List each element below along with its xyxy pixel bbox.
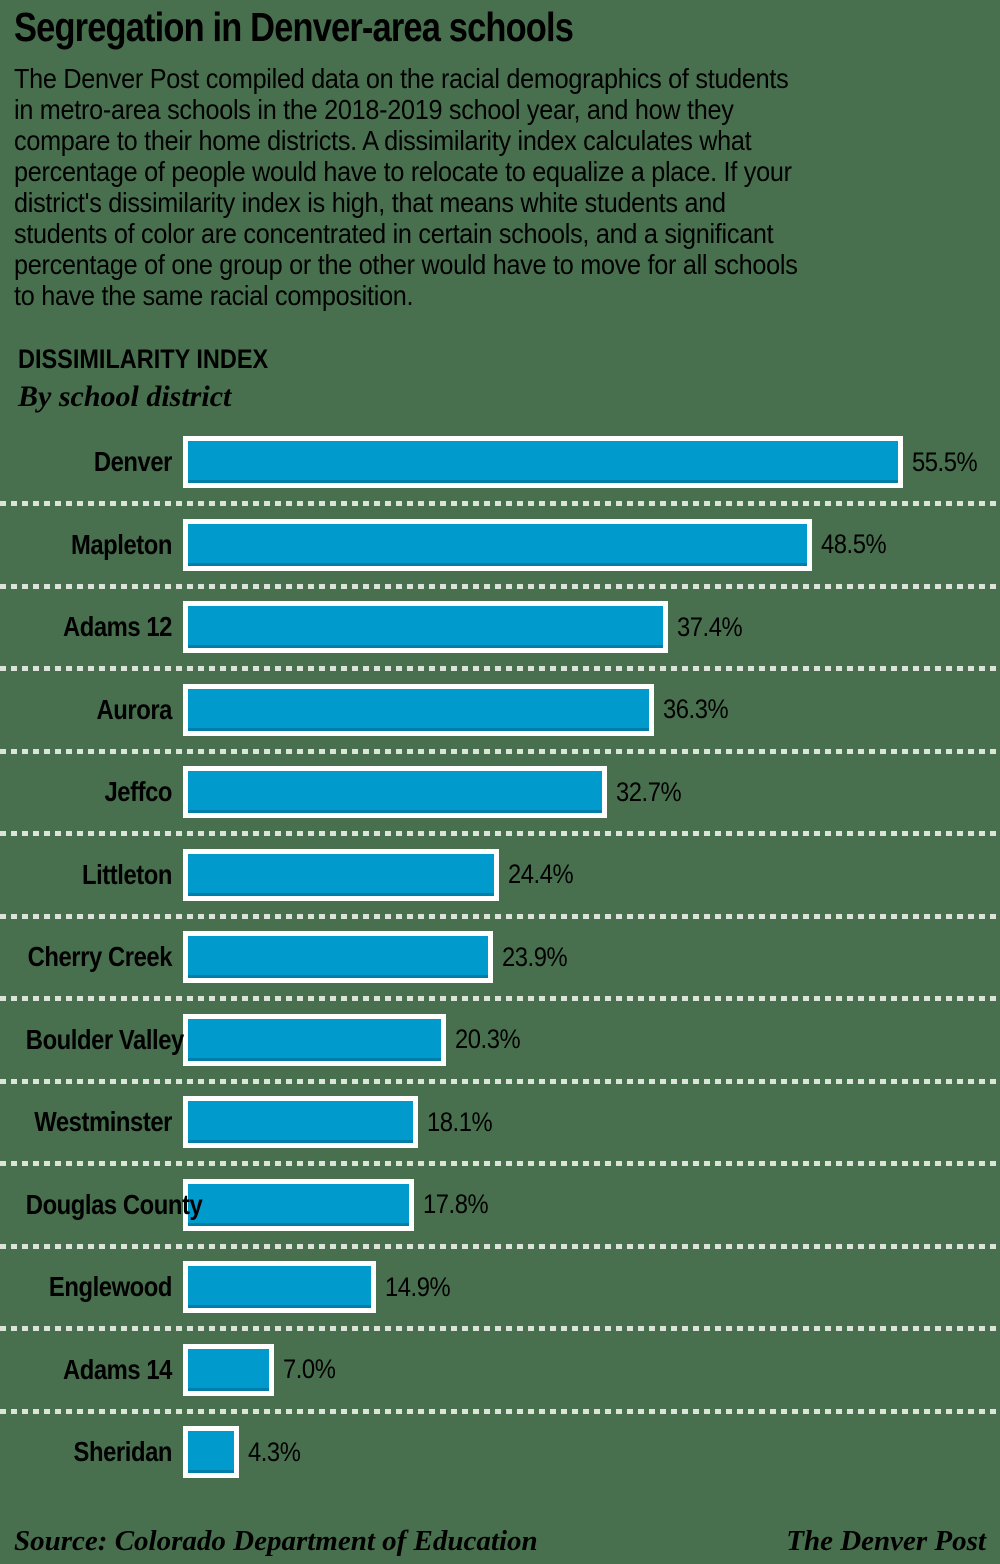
value-label: 55.5%: [912, 446, 978, 477]
value-label: 36.3%: [663, 694, 729, 725]
district-label: Mapleton: [70, 528, 172, 560]
district-label: Cherry Creek: [27, 941, 173, 973]
bar: [183, 1178, 414, 1231]
chart-row: Westminster 18.1%: [0, 1078, 1000, 1164]
bar: [183, 1261, 376, 1314]
bar: [183, 1343, 274, 1396]
district-label: Boulder Valley: [25, 1023, 184, 1055]
value-label: 4.3%: [248, 1436, 301, 1467]
district-label: Adams 14: [62, 1353, 172, 1385]
intro-text: The Denver Post compiled data on the rac…: [14, 63, 798, 311]
bar: [183, 1426, 239, 1479]
chart-row: Aurora 36.3%: [0, 666, 1000, 752]
page-title: Segregation in Denver-area schools: [14, 4, 574, 50]
district-label: Englewood: [48, 1271, 173, 1303]
value-label: 48.5%: [821, 529, 887, 560]
chart-row: Mapleton 48.5%: [0, 501, 1000, 587]
value-label: 14.9%: [385, 1271, 451, 1302]
infographic: Segregation in Denver-area schools The D…: [0, 4, 1000, 1564]
chart-subtitle: By school district: [18, 380, 232, 413]
bar: [183, 683, 654, 736]
value-label: 20.3%: [455, 1024, 521, 1055]
bar: [183, 848, 499, 901]
bar: [183, 766, 607, 819]
district-label: Sheridan: [73, 1436, 173, 1468]
chart-row: Littleton 24.4%: [0, 831, 1000, 917]
chart-row: Sheridan 4.3%: [0, 1408, 1000, 1494]
chart-title: DISSIMILARITY INDEX: [18, 344, 269, 374]
chart-row: Cherry Creek 23.9%: [0, 913, 1000, 999]
value-label: 7.0%: [283, 1354, 336, 1385]
value-label: 37.4%: [677, 611, 743, 642]
bar: [183, 1013, 446, 1066]
chart-row: Englewood 14.9%: [0, 1243, 1000, 1329]
value-label: 23.9%: [502, 941, 568, 972]
district-label: Jeffco: [104, 776, 172, 808]
value-label: 18.1%: [427, 1106, 493, 1137]
chart-row: Adams 12 37.4%: [0, 583, 1000, 669]
footer: Source: Colorado Department of Education…: [14, 1525, 986, 1558]
value-label: 24.4%: [508, 859, 574, 890]
district-label: Adams 12: [62, 611, 172, 643]
source-credit: Source: Colorado Department of Education: [14, 1525, 538, 1557]
chart-header: DISSIMILARITY INDEX By school district: [18, 344, 986, 414]
bar: [183, 1096, 418, 1149]
bar: [183, 931, 493, 984]
chart-row: Boulder Valley 20.3%: [0, 996, 1000, 1082]
district-label: Westminster: [34, 1106, 172, 1138]
bar: [183, 518, 812, 571]
district-label: Littleton: [81, 858, 172, 890]
chart-row: Adams 14 7.0%: [0, 1326, 1000, 1412]
value-label: 32.7%: [616, 776, 682, 807]
district-label: Aurora: [96, 693, 173, 725]
bar-chart: Denver 55.5% Mapleton 48.5% Adams 12 37.4% Aur…: [0, 421, 1000, 1494]
district-label: Denver: [93, 446, 173, 478]
chart-row: Denver 55.5%: [0, 421, 1000, 504]
bar: [183, 601, 668, 654]
district-label: Douglas County: [25, 1188, 203, 1220]
publisher-credit: The Denver Post: [786, 1525, 986, 1557]
chart-row: Jeffco 32.7%: [0, 748, 1000, 834]
chart-row: Douglas County 17.8%: [0, 1161, 1000, 1247]
bar: [183, 436, 903, 489]
value-label: 17.8%: [423, 1189, 489, 1220]
